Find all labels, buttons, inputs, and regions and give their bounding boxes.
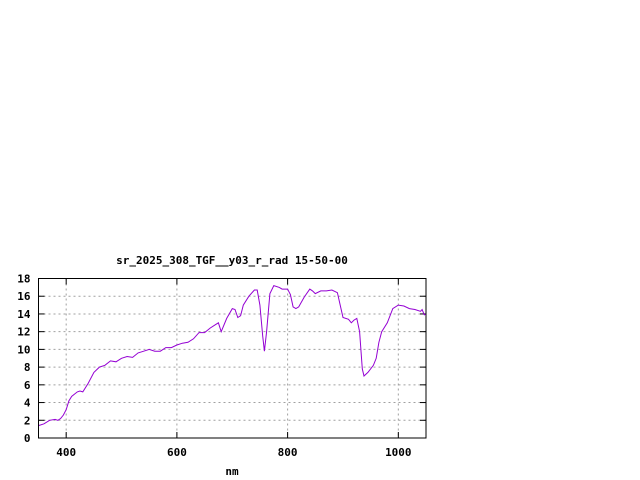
grid: [38, 278, 426, 438]
chart-title: sr_2025_308_TGF__y03_r_rad 15-50-00: [116, 254, 348, 267]
y-tick-label: 18: [17, 273, 30, 286]
y-tick-label: 16: [17, 290, 31, 303]
y-tick-label: 10: [17, 343, 30, 356]
x-axis-label: nm: [225, 465, 239, 478]
y-tick-label: 8: [24, 361, 31, 374]
x-axis: 400 600 800 1000: [56, 278, 412, 459]
series-line: [38, 284, 427, 427]
y-axis: 0 2 4 6 8 10 12 14 16 18: [17, 273, 426, 445]
y-tick-label: 6: [24, 379, 31, 392]
x-tick-label: 400: [56, 446, 76, 459]
y-tick-label: 14: [17, 308, 31, 321]
x-tick-label: 800: [278, 446, 298, 459]
y-tick-label: 12: [17, 326, 30, 339]
y-tick-label: 2: [24, 414, 31, 427]
plot-border: [38, 278, 427, 439]
y-tick-label: 0: [24, 432, 31, 445]
x-tick-label: 600: [167, 446, 187, 459]
x-tick-label: 1000: [385, 446, 412, 459]
y-tick-label: 4: [24, 397, 31, 410]
